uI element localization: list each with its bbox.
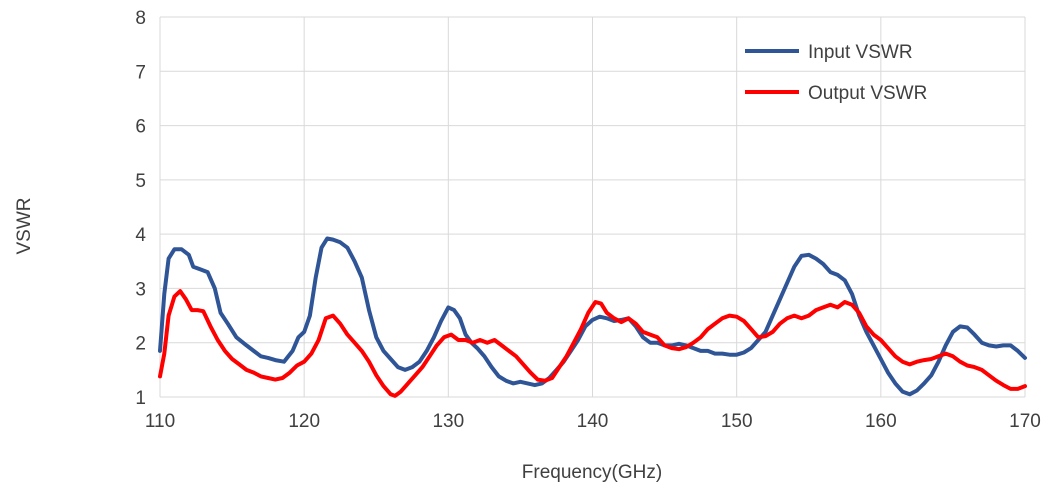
tick-labels: 1 2 3 4 5 6 7 8 110 120 130 140 150 160 170 [135,8,1040,432]
series-lines [158,236,1027,398]
x-tick-label-170: 170 [1009,411,1041,432]
x-tick-label-160: 160 [865,411,897,432]
legend-label-output-vswr: Output VSWR [808,83,927,104]
y-tick-label-3: 3 [135,279,146,300]
y-axis-title: VSWR [14,198,35,255]
x-tick-label-120: 120 [288,411,320,432]
x-tick-label-110: 110 [145,411,175,432]
x-axis-title: Frequency(GHz) [522,462,662,483]
series-line-input-vswr [158,236,1027,397]
y-tick-label-1: 1 [135,388,146,409]
y-tick-label-8: 8 [135,8,146,29]
y-tick-label-4: 4 [135,225,146,246]
y-tick-label-5: 5 [135,171,146,192]
legend: Input VSWR Output VSWR [745,42,927,104]
y-tick-label-2: 2 [135,334,146,355]
x-tick-label-130: 130 [432,411,464,432]
x-tick-label-140: 140 [577,411,609,432]
x-tick-label-150: 150 [721,411,753,432]
grid [159,16,1026,398]
series-line-output-vswr [158,289,1027,398]
legend-label-input-vswr: Input VSWR [808,42,913,63]
y-tick-label-7: 7 [135,62,146,83]
y-tick-label-6: 6 [135,117,146,138]
